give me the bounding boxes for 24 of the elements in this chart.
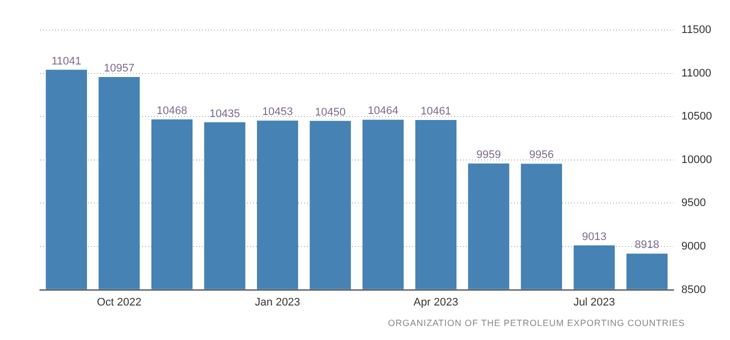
data-label: 9013 [582, 230, 606, 243]
data-label: 9956 [529, 149, 554, 162]
y-tick-label: 9000 [681, 240, 706, 253]
x-tick-label: Oct 2022 [96, 296, 142, 308]
data-label: 10464 [368, 105, 398, 118]
data-label: 8918 [634, 239, 660, 252]
data-label: 10450 [315, 106, 346, 118]
y-tick-label: 9500 [681, 197, 706, 210]
x-tick-label: Jul 2023 [573, 296, 616, 308]
y-tick-label: 10500 [681, 110, 712, 123]
x-tick-label: Apr 2023 [414, 296, 458, 308]
y-tick-label: 8500 [681, 284, 706, 296]
data-label: 9959 [476, 148, 501, 161]
x-tick-label: Jan 2023 [254, 296, 300, 308]
y-tick-label: 10000 [681, 154, 712, 166]
data-label: 11041 [52, 55, 82, 68]
text: ORGANIZATION OF THE PETROLEUM EXPORTING COUNTRIES [388, 318, 685, 328]
y-tick-label: 11500 [681, 24, 712, 36]
data-label: 10435 [209, 108, 240, 120]
y-tick-label: 11000 [681, 67, 712, 80]
data-label: 10957 [104, 62, 134, 75]
data-label: 10453 [262, 106, 293, 118]
data-label: 10461 [420, 106, 452, 118]
data-label: 10468 [156, 104, 188, 117]
